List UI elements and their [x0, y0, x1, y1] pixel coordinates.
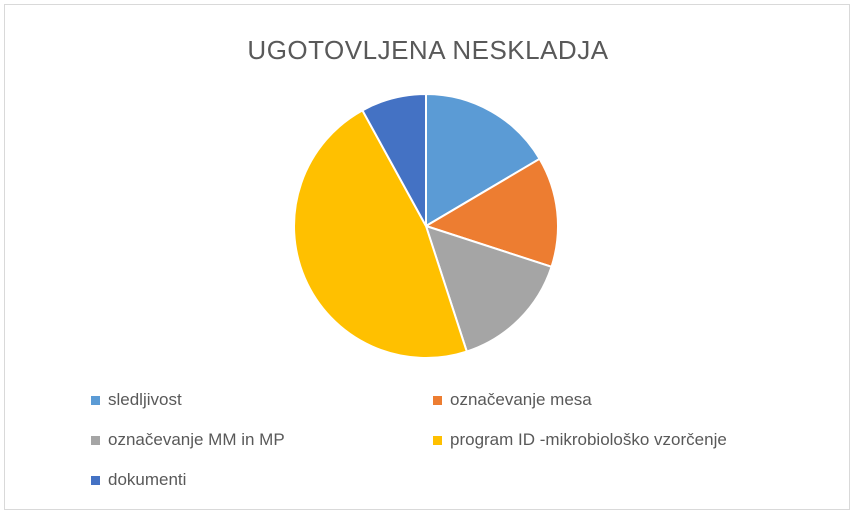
chart-area: UGOTOVLJENA NESKLADJA sledljivost označe…: [4, 4, 850, 510]
legend-label-oznacevanje-mesa: označevanje mesa: [450, 390, 592, 409]
legend-item-program-id: program ID -mikrobiološko vzorčenje: [433, 429, 727, 451]
pie-slice-program-id: [293, 108, 469, 359]
pie-slice-sledljivost: [425, 92, 541, 228]
legend-item-oznacevanje-mesa: označevanje mesa: [433, 389, 592, 411]
pie-slices: [293, 92, 559, 359]
legend-swatch-oznacevanje-mesa: [433, 395, 442, 405]
pie-slice-dokumenti: [361, 92, 427, 227]
legend-label-dokumenti: dokumenti: [108, 470, 187, 489]
legend-item-oznacevanje-mm-in-mp: označevanje MM in MP: [91, 429, 285, 451]
legend-label-program-id: program ID -mikrobiološko vzorčenje: [450, 430, 727, 449]
legend-swatch-sledljivost: [91, 395, 100, 405]
legend-swatch-program-id: [433, 435, 442, 445]
pie-chart: [293, 92, 559, 359]
legend-item-dokumenti: dokumenti: [91, 469, 186, 491]
pie-slice-oznacevanje-mesa: [423, 157, 559, 269]
legend-swatch-dokumenti: [91, 475, 100, 485]
legend-label-sledljivost: sledljivost: [108, 390, 182, 409]
legend-swatch-oznacevanje-mm-in-mp: [91, 435, 100, 445]
legend-label-oznacevanje-mm-in-mp: označevanje MM in MP: [108, 430, 285, 449]
chart-title: UGOTOVLJENA NESKLADJA: [247, 35, 609, 65]
legend-item-sledljivost: sledljivost: [91, 389, 182, 411]
